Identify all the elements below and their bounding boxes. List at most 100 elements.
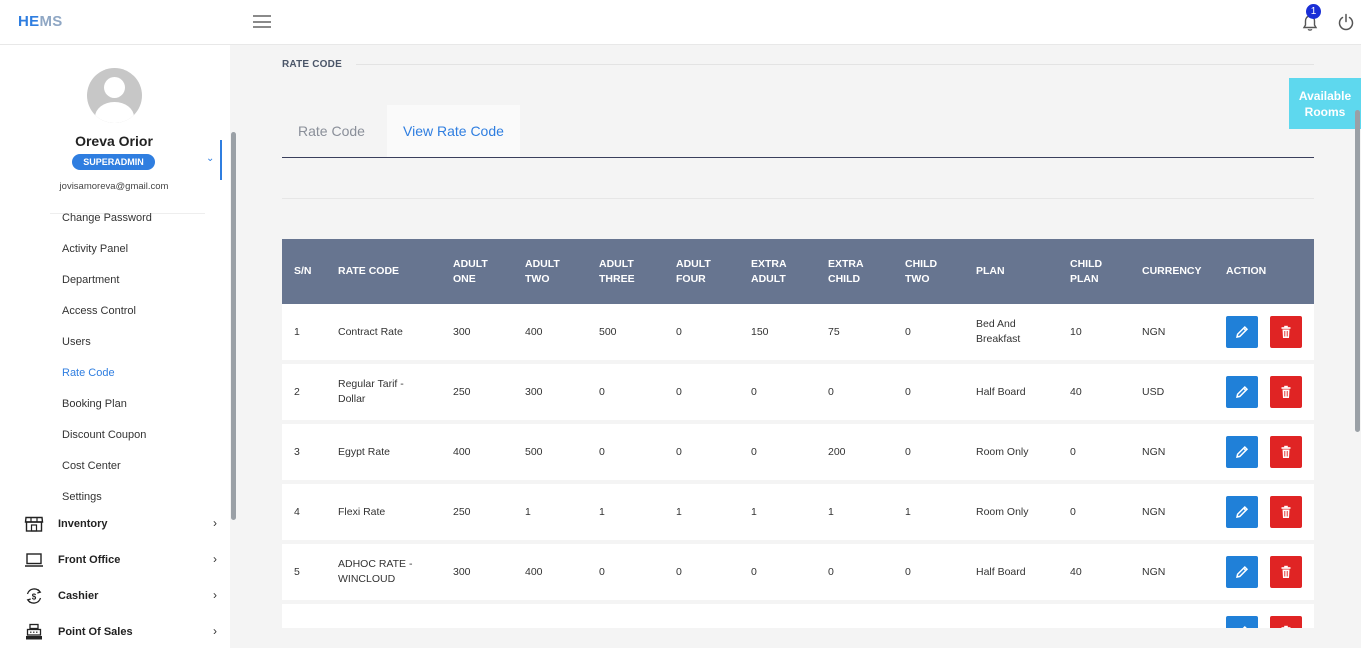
delete-button[interactable] <box>1270 616 1302 628</box>
sidebar-item-users[interactable]: Users <box>62 336 91 348</box>
column-header-extra-child[interactable]: EXTRA CHILD <box>828 258 864 285</box>
cell-adult-two: 300 <box>525 386 543 398</box>
sidebar-item-front-office[interactable]: Front Office › <box>24 550 219 570</box>
sidebar-item-rate-code[interactable]: Rate Code <box>62 367 115 379</box>
sidebar-item-inventory[interactable]: Inventory › <box>24 514 219 534</box>
edit-button[interactable] <box>1226 436 1258 468</box>
power-icon[interactable] <box>1337 13 1355 31</box>
footer-strip <box>236 628 1361 648</box>
sidebar-item-label: Cashier <box>58 590 99 602</box>
cell-currency: NGN <box>1142 566 1166 578</box>
edit-button[interactable] <box>1226 376 1258 408</box>
column-header-adult-four[interactable]: ADULT FOUR <box>676 258 711 285</box>
cell-child-two: 0 <box>905 446 911 458</box>
cell-adult-one: 400 <box>453 446 471 458</box>
sidebar-item-cost-center[interactable]: Cost Center <box>62 460 121 472</box>
sidebar-scrollbar[interactable] <box>231 132 236 520</box>
trash-icon <box>1281 505 1291 518</box>
cell-child-plan: 10 <box>1070 326 1082 338</box>
edit-button[interactable] <box>1226 496 1258 528</box>
sidebar-item-discount-coupon[interactable]: Discount Coupon <box>62 429 147 441</box>
sidebar-item-access-control[interactable]: Access Control <box>62 305 136 317</box>
pencil-icon <box>1236 385 1249 398</box>
edit-button[interactable] <box>1226 316 1258 348</box>
cell-adult-one: 300 <box>453 566 471 578</box>
sidebar-item-point-of-sales[interactable]: Point Of Sales › <box>24 622 219 642</box>
tab-view-rate-code[interactable]: View Rate Code <box>387 105 520 157</box>
table-row <box>282 604 1314 628</box>
pencil-icon <box>1236 325 1249 338</box>
column-header-currency[interactable]: CURRENCY <box>1142 265 1202 277</box>
profile-card[interactable] <box>6 140 222 180</box>
trash-icon <box>1281 565 1291 578</box>
delete-button[interactable] <box>1270 436 1302 468</box>
cell-plan: Room Only <box>976 446 1029 458</box>
app-logo[interactable]: HEMS <box>18 13 63 30</box>
column-header-sn[interactable]: S/N <box>294 265 312 277</box>
cell-rate-code: Egypt Rate <box>338 446 390 458</box>
cell-plan: Room Only <box>976 506 1029 518</box>
cell-child-two: 0 <box>905 566 911 578</box>
chevron-down-icon[interactable]: ⌄ <box>206 153 215 164</box>
tab-rate-code[interactable]: Rate Code <box>298 123 365 139</box>
notification-badge[interactable]: 1 <box>1306 4 1321 19</box>
column-header-adult-one[interactable]: ADULT ONE <box>453 258 488 285</box>
chevron-right-icon: › <box>213 588 217 602</box>
divider <box>282 198 1314 199</box>
cell-plan: Half Board <box>976 566 1026 578</box>
role-badge: SUPERADMIN <box>72 154 155 170</box>
sidebar-item-activity-panel[interactable]: Activity Panel <box>62 243 129 255</box>
page-title: RATE CODE <box>282 59 342 70</box>
user-email: jovisamoreva@gmail.com <box>59 181 169 192</box>
delete-button[interactable] <box>1270 376 1302 408</box>
trash-icon <box>1281 325 1291 338</box>
trash-icon <box>1281 445 1291 458</box>
sidebar-item-department[interactable]: Department <box>62 274 120 286</box>
cell-extra-child: 75 <box>828 326 840 338</box>
cell-rate-code: Contract Rate <box>338 326 403 338</box>
delete-button[interactable] <box>1270 496 1302 528</box>
column-header-adult-three[interactable]: ADULT THREE <box>599 258 635 285</box>
column-header-plan[interactable]: PLAN <box>976 265 1005 277</box>
column-header-adult-two[interactable]: ADULT TWO <box>525 258 560 285</box>
available-rooms-button[interactable]: Available Rooms <box>1289 78 1361 129</box>
cell-rate-code: Regular Tarif - Dollar <box>338 378 404 405</box>
sidebar-item-label: Inventory <box>58 518 108 530</box>
pencil-icon <box>1236 445 1249 458</box>
cell-extra-adult: 0 <box>751 386 757 398</box>
menu-toggle-icon[interactable] <box>253 15 271 28</box>
sidebar-item-change-password[interactable]: Change Password <box>62 212 152 224</box>
delete-button[interactable] <box>1270 316 1302 348</box>
cell-extra-child: 1 <box>828 506 834 518</box>
cell-rate-code: ADHOC RATE - WINCLOUD <box>338 558 413 585</box>
column-header-extra-adult[interactable]: EXTRA ADULT <box>751 258 787 285</box>
laptop-icon <box>25 553 43 567</box>
cell-extra-adult: 0 <box>751 446 757 458</box>
main-scrollbar[interactable] <box>1355 110 1360 432</box>
top-bar: HEMS 1 <box>0 0 1361 45</box>
delete-button[interactable] <box>1270 556 1302 588</box>
trash-icon <box>1281 625 1291 628</box>
cell-adult-one: 250 <box>453 386 471 398</box>
column-header-rate-code[interactable]: RATE CODE <box>338 265 400 277</box>
column-header-action[interactable]: ACTION <box>1226 265 1267 277</box>
sidebar-item-cashier[interactable]: $ Cashier › <box>24 586 219 606</box>
logo-part-b: MS <box>39 13 63 30</box>
edit-button[interactable] <box>1226 556 1258 588</box>
sidebar-item-settings[interactable]: Settings <box>62 491 102 503</box>
cash-exchange-icon: $ <box>26 588 42 604</box>
cell-extra-child: 0 <box>828 386 834 398</box>
cell-currency: NGN <box>1142 506 1166 518</box>
sidebar-item-booking-plan[interactable]: Booking Plan <box>62 398 127 410</box>
edit-button[interactable] <box>1226 616 1258 628</box>
column-header-child-plan[interactable]: CHILD PLAN <box>1070 258 1103 285</box>
cell-child-two: 0 <box>905 386 911 398</box>
cell-extra-child: 200 <box>828 446 846 458</box>
cash-register-icon <box>26 623 42 640</box>
cell-child-plan: 0 <box>1070 446 1076 458</box>
rate-code-table: S/N RATE CODE ADULT ONE ADULT TWO ADULT … <box>282 239 1314 628</box>
divider <box>356 64 1314 65</box>
pencil-icon <box>1236 505 1249 518</box>
cell-sn: 3 <box>294 446 300 458</box>
column-header-child-two[interactable]: CHILD TWO <box>905 258 938 285</box>
